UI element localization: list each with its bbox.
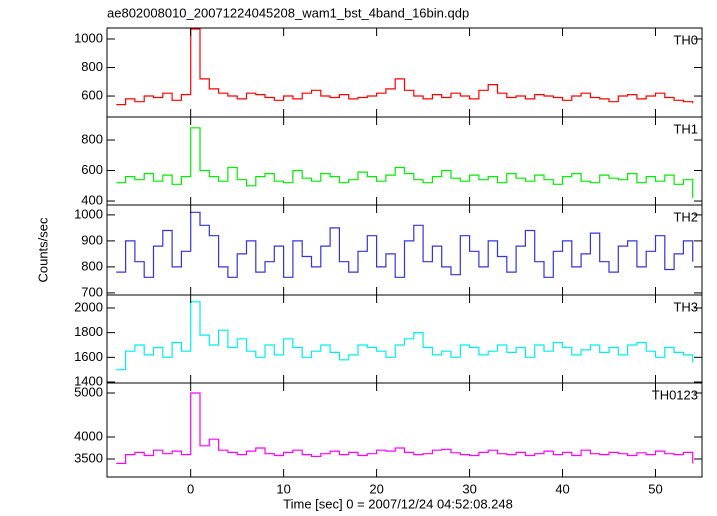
x-tick-label: 30 <box>462 481 476 496</box>
y-tick-label: 700 <box>81 284 103 299</box>
y-tick-label: 400 <box>81 192 103 207</box>
panel-frame <box>106 382 703 478</box>
chart-title: ae802008010_20071224045208_wam1_bst_4ban… <box>107 5 469 20</box>
y-tick-label: 3500 <box>74 450 103 465</box>
y-tick-label: 600 <box>81 87 103 102</box>
x-tick-label: 0 <box>187 481 194 496</box>
x-tick-label: 10 <box>276 481 290 496</box>
y-axis-label: Counts/sec <box>35 217 50 283</box>
y-tick-label: 5000 <box>74 384 103 399</box>
x-axis-label: Time [sec] 0 = 2007/12/24 04:52:08.248 <box>283 496 513 511</box>
y-tick-label: 800 <box>81 59 103 74</box>
light-curve <box>116 301 694 371</box>
series-label: TH0 <box>673 32 698 47</box>
x-tick-label: 20 <box>369 481 383 496</box>
y-tick-label: 900 <box>81 232 103 247</box>
light-curve <box>116 211 694 278</box>
series-label: TH1 <box>673 121 698 136</box>
series-label: TH2 <box>673 209 698 224</box>
panel-frame <box>106 116 703 206</box>
series-label: TH3 <box>673 299 698 314</box>
light-curve <box>116 28 694 106</box>
series-label: TH0123 <box>652 387 698 402</box>
panel-frame <box>106 27 703 118</box>
y-tick-label: 1000 <box>74 30 103 45</box>
light-curve <box>116 127 694 198</box>
y-tick-label: 800 <box>81 131 103 146</box>
y-tick-label: 4000 <box>74 428 103 443</box>
y-tick-label: 1400 <box>74 373 103 388</box>
light-curve <box>116 392 694 464</box>
y-tick-label: 1800 <box>74 324 103 339</box>
y-tick-label: 1000 <box>74 206 103 221</box>
y-tick-label: 600 <box>81 162 103 177</box>
y-tick-label: 2000 <box>74 299 103 314</box>
x-tick-label: 50 <box>648 481 662 496</box>
x-tick-label: 40 <box>555 481 569 496</box>
y-tick-label: 1600 <box>74 349 103 364</box>
y-tick-label: 800 <box>81 258 103 273</box>
